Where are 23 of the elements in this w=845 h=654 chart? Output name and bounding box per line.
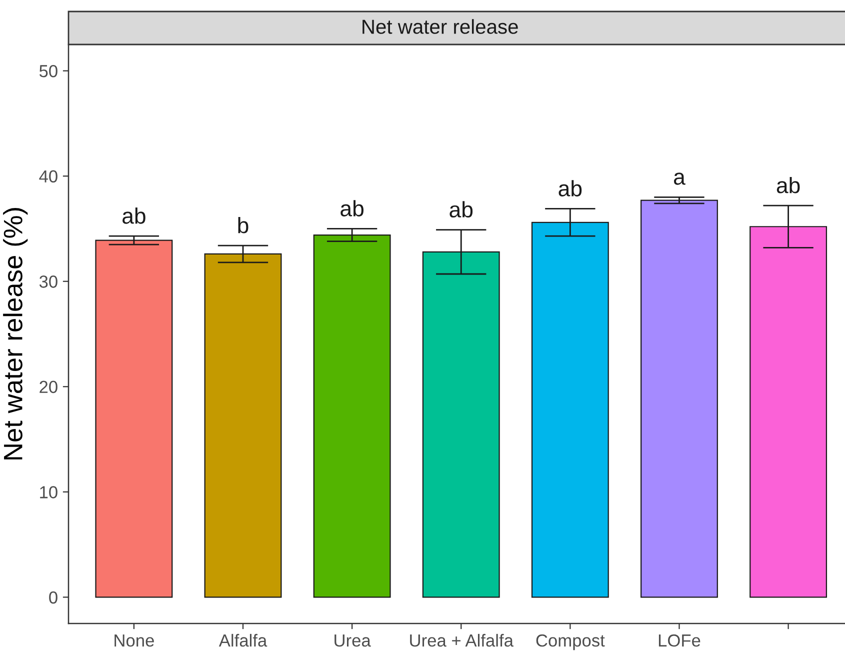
y-tick-label: 10 xyxy=(40,486,58,498)
annotation: ab xyxy=(122,207,146,224)
y-tick-label: 30 xyxy=(39,276,58,288)
bar xyxy=(640,200,718,598)
y-tick-label: 50 xyxy=(39,64,58,78)
y-tick-label: 20 xyxy=(40,380,58,394)
annotation: b xyxy=(238,216,248,234)
y-tick-label: 0 xyxy=(49,591,58,604)
x-tick-label: Urea xyxy=(334,634,371,647)
annotation: a xyxy=(674,172,686,185)
x-tick-label: LOFe xyxy=(658,634,700,647)
annotation: ab xyxy=(558,180,582,196)
x-tick-label: None xyxy=(114,634,154,647)
x-tick-label: Alfalfa xyxy=(218,634,268,647)
annotation: ab xyxy=(340,200,364,216)
x-tick-label: Compost xyxy=(536,634,605,650)
annotation: ab xyxy=(776,176,800,194)
y-tick-label: 40 xyxy=(39,170,58,183)
chart-title: Net water release xyxy=(362,19,518,34)
x-tick-label: Urea + Alfalfa xyxy=(410,634,514,647)
y-axis-title: Net water release (%) xyxy=(3,208,28,460)
annotation: ab xyxy=(450,201,473,218)
bar xyxy=(95,240,173,598)
